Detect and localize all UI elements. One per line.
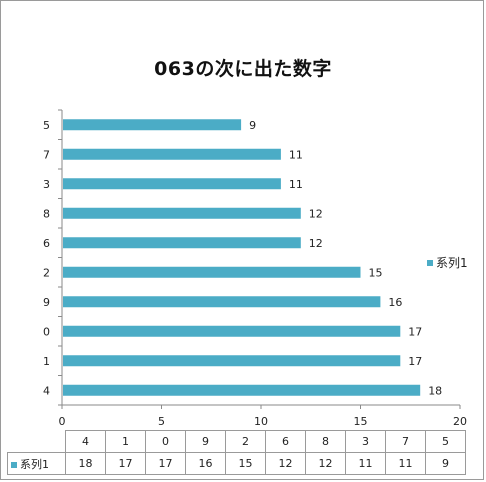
y-category-label: 4 xyxy=(43,384,50,397)
data-table-value-cell: 11 xyxy=(385,452,426,475)
y-category-label: 2 xyxy=(43,266,50,279)
data-table-value-cell: 11 xyxy=(345,452,386,475)
bar xyxy=(63,296,381,308)
data-table-corner xyxy=(7,430,66,453)
legend-swatch xyxy=(427,259,433,266)
data-table-category-cell: 9 xyxy=(185,430,226,453)
data-table-value-cell: 9 xyxy=(425,452,466,475)
data-table-category-cell: 4 xyxy=(65,430,106,453)
x-tick-label: 15 xyxy=(354,415,368,428)
y-category-label: 5 xyxy=(43,119,50,132)
bar xyxy=(63,119,242,131)
y-category-label: 9 xyxy=(43,296,50,309)
labels-group: 5 9 7 11 3 11 8 12 6 12 2 15 9 16 0 17 1 17 4 18 xyxy=(43,119,442,398)
data-label: 11 xyxy=(289,178,303,191)
x-tick-label: 0 xyxy=(59,415,66,428)
data-table-category-cell: 0 xyxy=(145,430,186,453)
data-table-value-cell: 12 xyxy=(305,452,346,475)
y-category-label: 7 xyxy=(43,148,50,161)
bar xyxy=(63,207,301,219)
bars-group xyxy=(63,119,421,396)
data-table-category-cell: 2 xyxy=(225,430,266,453)
data-table-series-label: 系列1 xyxy=(7,452,66,475)
data-label: 18 xyxy=(428,384,442,397)
bar xyxy=(63,237,301,249)
bar xyxy=(63,178,281,190)
data-label: 17 xyxy=(408,355,422,368)
data-table-category-cell: 7 xyxy=(385,430,426,453)
data-label: 12 xyxy=(309,207,323,220)
data-label: 11 xyxy=(289,148,303,161)
y-category-label: 6 xyxy=(43,237,50,250)
data-label: 15 xyxy=(369,266,383,279)
data-table-value-cell: 17 xyxy=(145,452,186,475)
data-label: 12 xyxy=(309,237,323,250)
y-category-label: 0 xyxy=(43,325,50,338)
y-category-label: 3 xyxy=(43,178,50,191)
data-table-swatch xyxy=(11,461,17,468)
x-tick-label: 10 xyxy=(254,415,268,428)
data-label: 17 xyxy=(408,325,422,338)
data-table-value-cell: 15 xyxy=(225,452,266,475)
axes: 0 5 10 15 20 xyxy=(58,109,467,428)
legend-label: 系列1 xyxy=(436,256,468,270)
bar xyxy=(63,384,421,396)
data-table-series-name: 系列1 xyxy=(20,457,49,471)
legend: 系列1 xyxy=(427,254,468,271)
bar xyxy=(63,325,401,337)
x-tick-label: 5 xyxy=(158,415,165,428)
data-table-value-cell: 12 xyxy=(265,452,306,475)
data-table-value-cell: 18 xyxy=(65,452,106,475)
bar xyxy=(63,266,361,278)
data-table-value-cell: 17 xyxy=(105,452,146,475)
data-table-value-row: 系列1 18 17 17 16 15 12 12 11 11 9 xyxy=(7,452,466,475)
bar-chart-plot: 0 5 10 15 20 5 9 7 11 3 11 8 12 6 12 2 15 9 16 0 17 1 17 4 18 xyxy=(43,109,467,428)
data-label: 16 xyxy=(388,296,402,309)
y-category-label: 8 xyxy=(43,207,50,220)
bar xyxy=(63,355,401,367)
data-table-value-cell: 16 xyxy=(185,452,226,475)
y-category-label: 1 xyxy=(43,355,50,368)
data-table-category-cell: 5 xyxy=(425,430,466,453)
data-table-category-cell: 6 xyxy=(265,430,306,453)
bar xyxy=(63,148,281,160)
data-table-category-cell: 8 xyxy=(305,430,346,453)
chart-title: 063の次に出た数字 xyxy=(154,58,332,80)
x-tick-label: 20 xyxy=(453,415,467,428)
data-table-category-cell: 3 xyxy=(345,430,386,453)
data-label: 9 xyxy=(249,119,256,132)
data-table-category-cell: 1 xyxy=(105,430,146,453)
